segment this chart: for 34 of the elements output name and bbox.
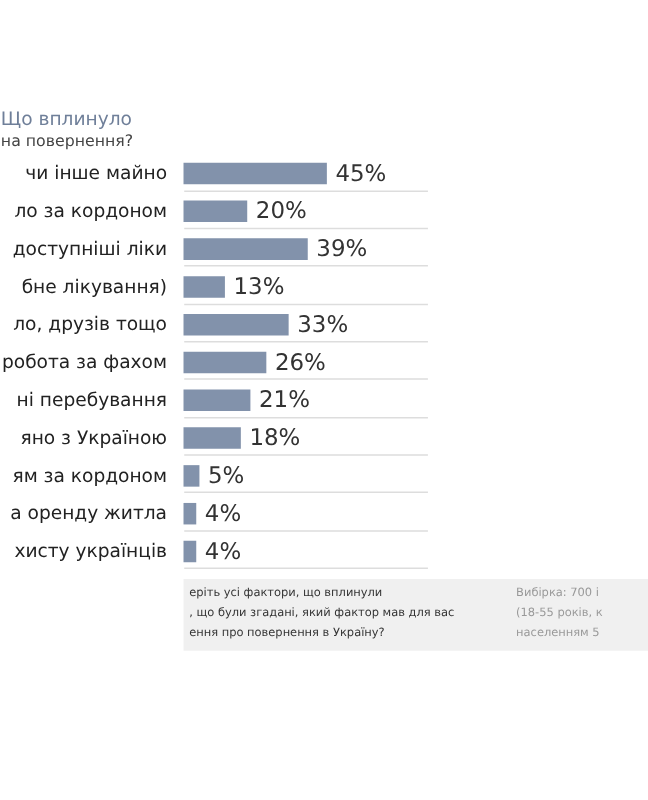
bar [183,427,241,449]
data-label: 20% [255,196,307,225]
data-label: 13% [233,272,285,301]
data-label: 18% [249,423,301,452]
data-label: 33% [297,309,349,338]
bar [183,162,327,185]
y-tick-label: а оренду житла [10,503,168,526]
bar [183,313,289,336]
bar [183,200,248,223]
bar [183,238,308,260]
data-label: 21% [259,385,311,414]
bar [183,276,225,298]
data-label: 45% [335,158,387,187]
y-tick-label: яно з Україною [20,427,168,450]
bar [183,540,197,563]
y-tick-label: робота за фахом [1,352,168,375]
y-tick-label: чи інше майно [25,163,168,186]
data-label: 39% [316,234,368,263]
y-tick-label: доступніші ліки [12,238,168,261]
y-tick-label: хисту українців [14,541,168,564]
data-label: 26% [274,347,327,376]
bar [183,389,251,412]
y-tick-label: ло за кордоном [14,201,168,224]
data-label: 4% [204,498,242,527]
bar [183,465,200,487]
data-label: 5% [208,461,245,490]
y-tick-label: ні перебування [16,390,168,413]
y-tick-label: ям за кордоном [12,465,168,488]
bar [183,502,197,525]
data-label: 4% [204,536,242,565]
y-tick-label: ло, друзів тощо [13,314,168,337]
chart-title: Що вплинуло [0,108,133,131]
y-tick-label: бне лікування) [21,276,168,299]
bar [183,351,267,374]
